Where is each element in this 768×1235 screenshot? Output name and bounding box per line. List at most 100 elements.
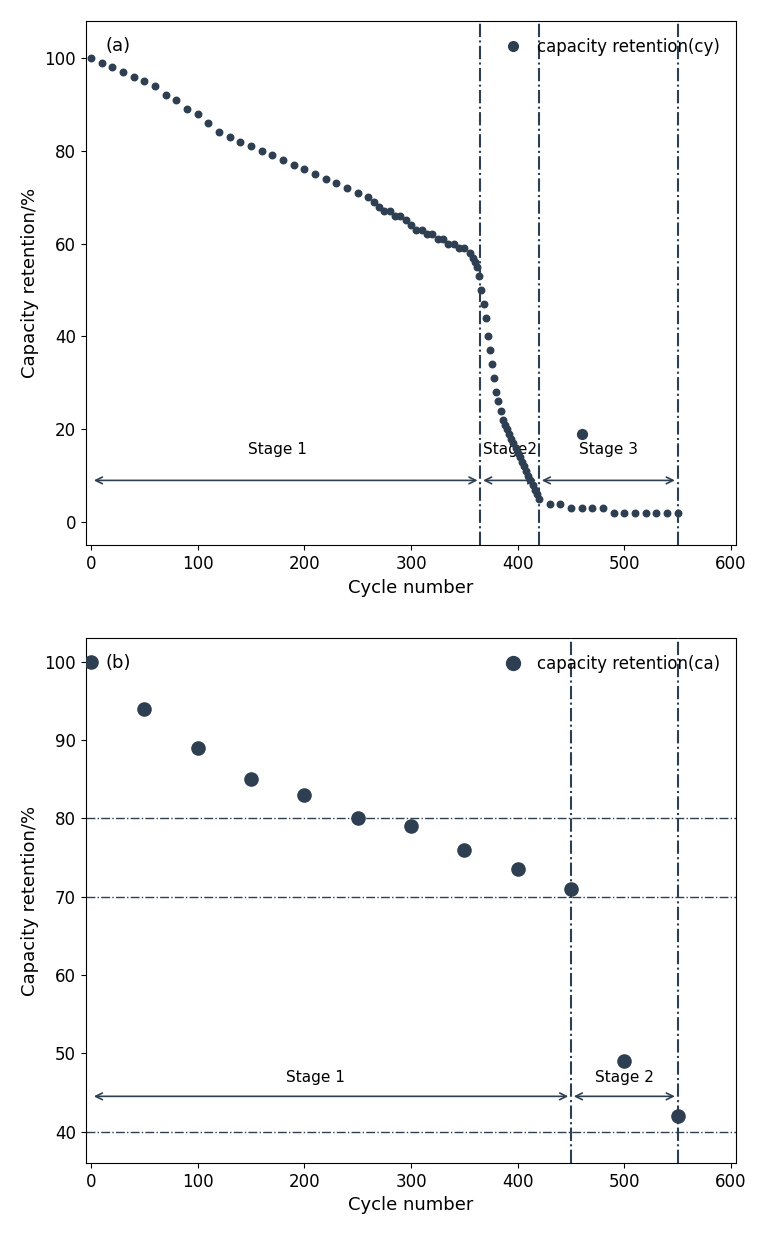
Point (597, 499, 609, 519)
Point (482, 326, 494, 346)
Point (234, 132, 247, 152)
Point (486, 354, 498, 374)
Point (533, 489, 545, 509)
Point (503, 424, 515, 443)
Point (492, 391, 505, 411)
Point (394, 206, 406, 226)
Point (640, 503, 652, 522)
Point (85, 652, 98, 672)
Point (467, 248, 479, 268)
Point (458, 840, 471, 860)
X-axis label: Cycle number: Cycle number (349, 1197, 474, 1214)
Point (473, 267, 485, 287)
Point (442, 233, 455, 253)
Text: Stage 2: Stage 2 (595, 1070, 654, 1084)
Point (629, 503, 641, 522)
Point (479, 308, 492, 327)
Point (389, 206, 401, 226)
Point (495, 401, 507, 421)
Point (671, 1107, 684, 1126)
Point (511, 860, 524, 879)
Text: (b): (b) (105, 655, 131, 672)
Point (170, 90, 183, 110)
Point (484, 341, 496, 361)
Point (660, 503, 673, 522)
Point (106, 57, 118, 77)
Point (298, 785, 310, 805)
Point (432, 230, 444, 249)
Point (520, 461, 532, 480)
Point (277, 151, 290, 170)
Point (410, 220, 422, 240)
Point (586, 499, 598, 519)
Point (618, 503, 631, 522)
Point (490, 383, 502, 403)
Text: Stage 1: Stage 1 (248, 442, 307, 457)
Point (245, 136, 257, 156)
X-axis label: Cycle number: Cycle number (349, 579, 474, 597)
Point (352, 183, 364, 203)
Point (575, 424, 588, 443)
Point (245, 769, 257, 789)
Point (266, 146, 279, 165)
Point (511, 442, 524, 462)
Point (528, 480, 541, 500)
Point (415, 220, 428, 240)
Point (650, 503, 663, 522)
Point (509, 438, 521, 458)
Y-axis label: Capacity retention/%: Capacity retention/% (21, 805, 39, 995)
Point (518, 457, 530, 477)
Point (202, 114, 214, 133)
Point (426, 225, 439, 245)
Point (341, 178, 353, 198)
Text: Stage 1: Stage 1 (286, 1070, 345, 1084)
Text: (a): (a) (105, 37, 131, 54)
Point (85, 48, 98, 68)
Point (507, 433, 519, 453)
Point (478, 294, 490, 314)
Point (181, 99, 194, 119)
Point (564, 879, 577, 899)
Point (362, 188, 375, 207)
Point (149, 75, 161, 95)
Point (575, 499, 588, 519)
Point (514, 447, 526, 467)
Point (95, 53, 108, 73)
Point (458, 238, 471, 258)
Point (191, 104, 204, 124)
Point (554, 494, 567, 514)
Point (287, 154, 300, 174)
Point (453, 238, 465, 258)
Point (309, 164, 321, 184)
Point (475, 280, 488, 300)
Point (127, 67, 140, 86)
Point (522, 466, 535, 485)
Point (505, 429, 518, 448)
Point (516, 452, 528, 472)
Point (138, 699, 151, 719)
Point (564, 499, 577, 519)
Point (464, 243, 476, 263)
Point (191, 739, 204, 758)
Point (160, 85, 172, 105)
Point (607, 503, 620, 522)
Point (497, 410, 509, 430)
Point (501, 420, 513, 440)
Point (498, 415, 511, 435)
Point (448, 233, 460, 253)
Point (373, 196, 386, 216)
Point (138, 72, 151, 91)
Point (531, 484, 543, 504)
Point (383, 201, 396, 221)
Point (352, 809, 364, 829)
Point (421, 225, 433, 245)
Point (256, 141, 268, 161)
Point (405, 816, 417, 836)
Point (525, 471, 537, 490)
Point (544, 494, 556, 514)
Point (399, 210, 412, 230)
Point (319, 169, 332, 189)
Point (298, 159, 310, 179)
Point (468, 252, 481, 272)
Point (330, 173, 343, 193)
